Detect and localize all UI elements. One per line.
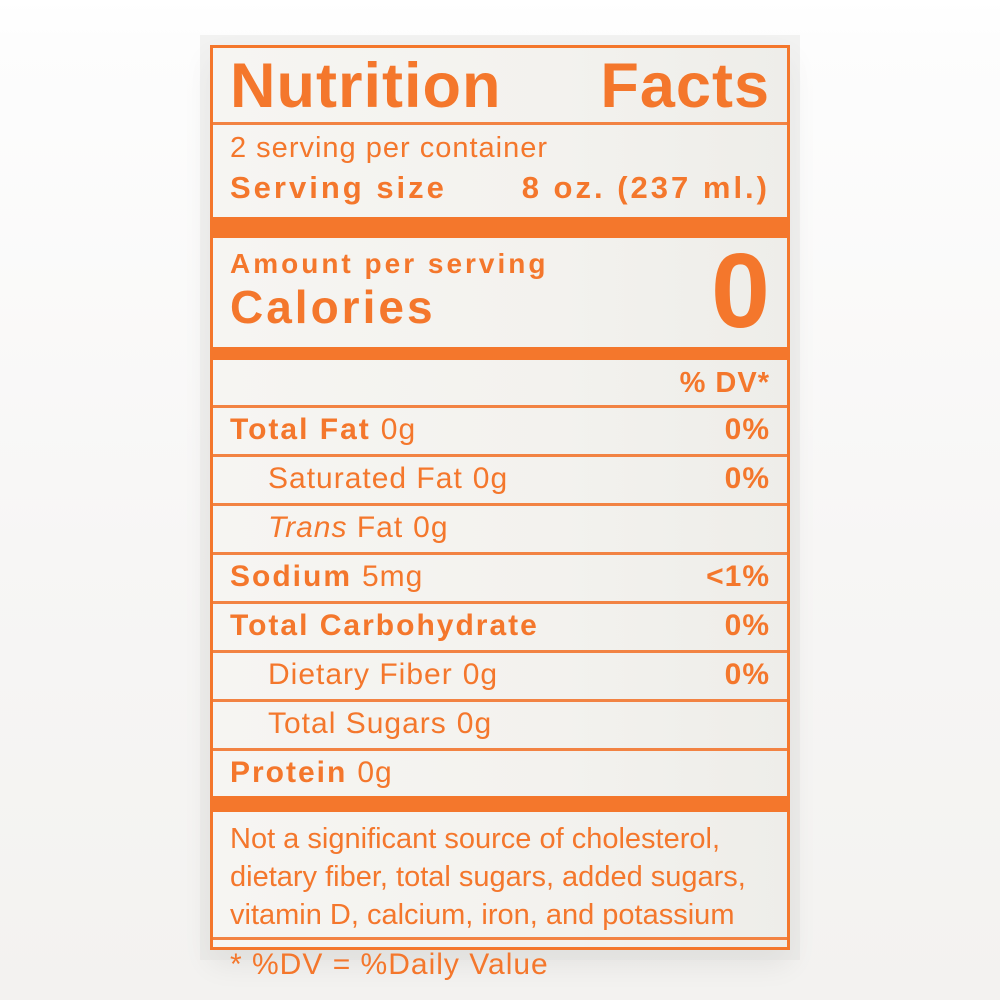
daily-value-note: * %DV = %Daily Value [230,948,549,982]
divider-thin [213,454,787,458]
daily-value-header: % DV* [679,367,770,400]
nutrition-facts-label: Nutrition Facts 2 serving per container … [210,45,790,981]
divider-thick [213,796,787,813]
divider-thin [213,601,787,605]
nutrient-row-total-sugars: Total Sugars 0g [213,702,787,745]
label-title: Nutrition Facts [230,51,770,121]
calories-section: Amount per serving Calories 0 [213,232,787,351]
divider-thin [213,699,787,703]
footnote-line: Not a significant source of cholesterol, [230,823,721,856]
divider-thin [213,937,787,941]
divider-thin [213,552,787,556]
nutrient-row-saturated-fat: Saturated Fat 0g 0% [213,457,787,500]
nutrient-row-total-fat: Total Fat 0g 0% [213,408,787,451]
nutrient-name-amount: Protein 0g [230,756,393,790]
serving-size-label: Serving size [230,170,447,206]
nutrient-row-dietary-fiber: Dietary Fiber 0g 0% [213,653,787,696]
nutrient-name-amount: Total Sugars 0g [268,707,493,741]
amount-per-serving-label: Amount per serving [230,247,549,279]
divider-thin [213,405,787,409]
nutrient-dv: 0% [724,413,770,447]
divider-thin [213,748,787,752]
nutrient-row-sodium: Sodium 5mg <1% [213,555,787,598]
nutrient-name-amount: Trans Fat 0g [268,511,449,545]
nutrient-name-amount: Total Fat 0g [230,413,417,447]
divider-thin [213,650,787,654]
serving-size-value: 8 oz. (237 ml.) [521,170,770,206]
footnote-line: vitamin D, calcium, iron, and potassium [230,899,735,932]
calories-text-column: Amount per serving Calories [230,247,548,333]
calories-label: Calories [230,280,436,333]
footnote-line: dietary fiber, total sugars, added sugar… [230,861,746,894]
divider-thick [213,217,787,239]
nutrient-name-amount: Sodium 5mg [230,560,424,594]
nutrient-name-amount: Saturated Fat 0g [268,462,509,496]
nutrient-dv: 0% [724,609,770,643]
nutrient-row-total-carbohydrate: Total Carbohydrate 0% [213,604,787,647]
nutrient-name-amount: Total Carbohydrate [230,609,539,643]
nutrient-dv: <1% [706,560,770,594]
nutrient-row-protein: Protein 0g [213,751,787,794]
footnote: Not a significant source of cholesterol,… [213,820,787,934]
serving-size-row: Serving size 8 oz. (237 ml.) [213,169,787,206]
nutrient-row-trans-fat: Trans Fat 0g [213,506,787,549]
nutrient-name-amount: Dietary Fiber 0g [268,658,499,692]
divider-thin [213,122,787,126]
nutrient-dv: 0% [724,658,770,692]
divider-thin [213,503,787,507]
nutrient-dv: 0% [724,462,770,496]
divider-medium [213,347,787,361]
servings-per-container: 2 serving per container [230,132,548,165]
calories-value: 0 [711,232,770,351]
